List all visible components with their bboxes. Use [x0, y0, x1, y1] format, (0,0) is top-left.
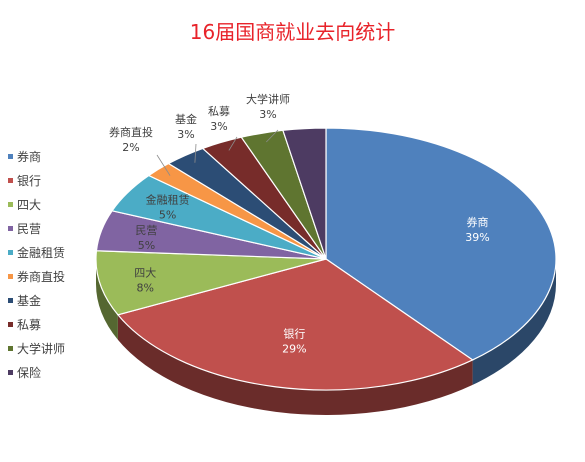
slice-name-label: 金融租赁 — [146, 193, 190, 207]
slice-value-label: 5% — [159, 209, 176, 222]
legend-item: 私募 — [8, 312, 88, 336]
slice-value-label: 3% — [177, 128, 194, 141]
legend-swatch — [8, 369, 13, 375]
pie-tops — [95, 127, 557, 391]
legend-swatch — [8, 153, 13, 159]
legend-label: 私募 — [17, 317, 42, 332]
legend-label: 民营 — [17, 221, 42, 236]
legend-item: 金融租赁 — [8, 240, 88, 264]
legend-swatch — [8, 321, 13, 327]
legend-swatch — [8, 225, 13, 231]
pie-slice — [282, 127, 327, 260]
leader-line — [228, 136, 238, 151]
legend-swatch — [8, 297, 13, 303]
slice-value-label: 29% — [282, 343, 306, 356]
chart-title: 16届国商就业去向统计 — [189, 20, 396, 44]
legend-item: 基金 — [8, 288, 88, 312]
slice-value-label: 8% — [137, 282, 154, 295]
pie-slice-side — [117, 314, 473, 415]
leader-line — [266, 129, 279, 143]
legend-item: 银行 — [8, 168, 88, 192]
legend-label: 券商 — [17, 149, 42, 164]
slice-labels: 券商39%银行29%四大8%民营5%金融租赁5%券商直投2%基金3%私募3%大学… — [109, 92, 490, 356]
legend-swatch — [8, 177, 13, 183]
slice-value-label: 39% — [465, 231, 489, 244]
leader-line — [194, 143, 197, 163]
slice-value-label: 2% — [122, 141, 139, 154]
legend-item: 券商直投 — [8, 264, 88, 288]
legend-swatch — [8, 201, 13, 207]
legend-item: 保险 — [8, 360, 88, 384]
legend-label: 基金 — [17, 293, 42, 308]
legend-swatch — [8, 273, 13, 279]
slice-name-label: 私募 — [208, 105, 230, 118]
legend-item: 大学讲师 — [8, 336, 88, 360]
legend-item: 四大 — [8, 192, 88, 216]
legend-item: 民营 — [8, 216, 88, 240]
leader-lines — [156, 129, 279, 176]
slice-value-label: 3% — [259, 108, 276, 121]
legend-swatch — [8, 345, 13, 351]
legend-label: 四大 — [17, 197, 42, 212]
slice-name-label: 银行 — [283, 327, 305, 341]
legend: 券商 银行 四大 民营 金融租赁 券商直投 基金 私募 大学讲师 保险 — [8, 144, 88, 384]
legend-label: 券商直投 — [17, 269, 66, 284]
legend-label: 银行 — [17, 173, 42, 188]
slice-name-label: 民营 — [135, 223, 157, 237]
slice-name-label: 基金 — [175, 112, 197, 126]
legend-swatch — [8, 249, 13, 255]
slice-name-label: 四大 — [134, 266, 156, 280]
pie-slice-side — [472, 259, 556, 385]
legend-label: 大学讲师 — [17, 341, 66, 356]
pie-slice — [95, 250, 327, 316]
slice-value-label: 3% — [210, 120, 227, 133]
slice-value-label: 5% — [138, 239, 155, 252]
leader-line — [156, 154, 171, 176]
slice-name-label: 券商直投 — [109, 125, 153, 139]
legend-label: 金融租赁 — [17, 245, 66, 260]
pie-slice — [325, 127, 557, 361]
legend-item: 券商 — [8, 144, 88, 168]
legend-label: 保险 — [17, 365, 42, 380]
slice-name-label: 大学讲师 — [246, 92, 290, 106]
pie-slice — [116, 258, 474, 391]
slice-name-label: 券商 — [466, 215, 488, 229]
